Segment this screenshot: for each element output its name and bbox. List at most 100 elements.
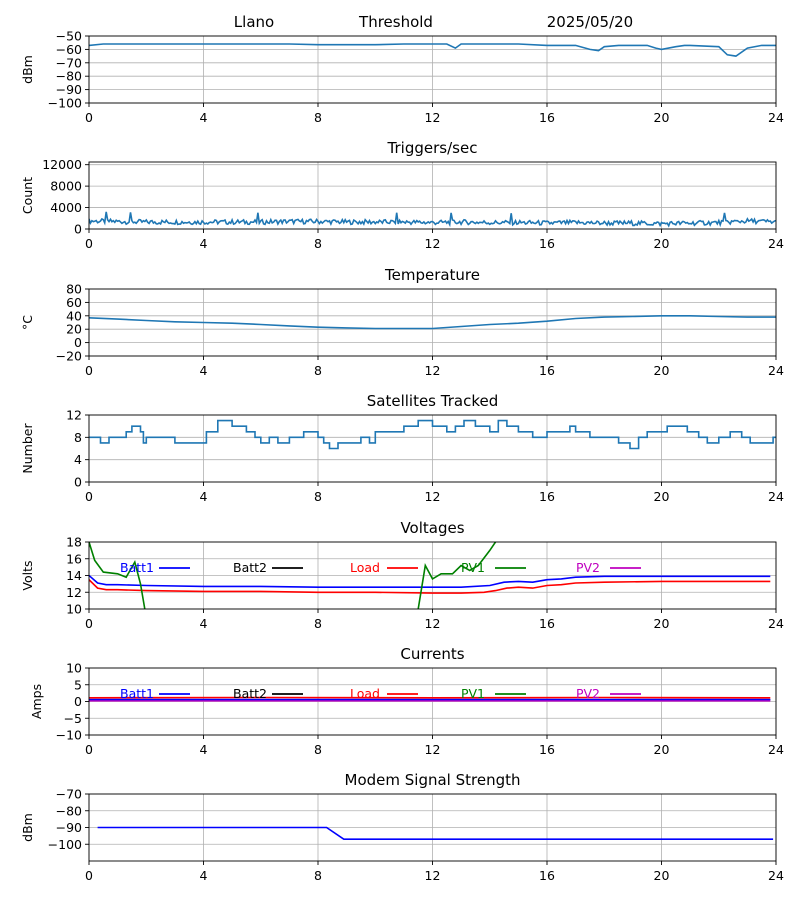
x-tick-label: 24 [768,363,784,378]
x-tick-label: 16 [539,363,555,378]
y-tick-label: −100 [48,837,82,852]
legend-label: Load [350,560,380,575]
y-tick-label: 12 [66,585,82,600]
legend-label: Batt1 [120,686,154,701]
y-tick-label: 12000 [42,157,82,172]
x-tick-label: 4 [200,236,208,251]
x-tick-label: 16 [539,236,555,251]
chart-title: Satellites Tracked [367,392,498,410]
x-tick-label: 4 [200,363,208,378]
series-line-1 [98,828,774,840]
x-tick-label: 0 [85,616,93,631]
x-tick-label: 8 [314,110,322,125]
x-tick-label: 24 [768,742,784,757]
y-tick-label: 5 [74,677,82,692]
y-tick-label: 18 [66,535,82,550]
y-tick-label: 14 [66,568,82,583]
x-tick-label: 0 [85,363,93,378]
x-tick-label: 8 [314,616,322,631]
legend-item-load: Load [350,560,418,575]
chart-title: Temperature [384,266,480,284]
x-tick-label: 8 [314,236,322,251]
y-tick-label: 8000 [50,179,82,194]
y-axis-label: Amps [29,684,44,719]
x-tick-label: 24 [768,868,784,883]
legend-label: Load [350,686,380,701]
x-tick-label: 12 [425,489,441,504]
x-tick-label: 12 [425,742,441,757]
y-tick-label: 16 [66,551,82,566]
legend-label: PV1 [461,686,485,701]
x-tick-label: 16 [539,489,555,504]
y-tick-label: −100 [48,96,82,111]
y-axis-label: °C [20,315,35,330]
x-tick-label: 0 [85,489,93,504]
x-tick-label: 4 [200,868,208,883]
chart-title: Modem Signal Strength [345,771,521,789]
x-tick-label: 12 [425,236,441,251]
x-tick-label: 20 [654,489,670,504]
legend-label: Batt2 [233,686,267,701]
y-tick-label: −20 [56,349,82,364]
legend-item-pv1: PV1 [461,560,526,575]
x-tick-label: 12 [425,868,441,883]
x-tick-label: 8 [314,363,322,378]
x-tick-label: 0 [85,742,93,757]
chart-title-part: 2025/05/20 [547,13,633,31]
x-tick-label: 24 [768,489,784,504]
y-axis-label: Volts [20,560,35,590]
x-tick-label: 16 [539,742,555,757]
x-tick-label: 16 [539,868,555,883]
x-tick-label: 4 [200,110,208,125]
chart-title: Voltages [400,519,464,537]
legend-label: PV2 [576,686,600,701]
y-tick-label: 10 [66,661,82,676]
y-tick-label: −10 [56,728,82,743]
x-tick-label: 4 [200,742,208,757]
x-tick-label: 20 [654,236,670,251]
x-tick-label: 20 [654,616,670,631]
y-tick-label: 12 [66,408,82,423]
chart-title-part: Llano [234,13,274,31]
legend-label: Batt2 [233,560,267,575]
x-tick-label: 12 [425,616,441,631]
y-tick-label: −90 [56,820,82,835]
legend-item-batt2: Batt2 [233,560,303,575]
x-tick-label: 24 [768,110,784,125]
y-axis-label: dBm [20,813,35,842]
y-tick-label: 4 [74,452,82,467]
y-tick-label: −5 [64,711,82,726]
x-tick-label: 20 [654,742,670,757]
x-tick-label: 16 [539,616,555,631]
y-tick-label: −80 [56,803,82,818]
x-tick-label: 4 [200,616,208,631]
y-axis-label: Number [20,423,35,474]
x-tick-label: 20 [654,868,670,883]
y-tick-label: 0 [74,475,82,490]
y-tick-label: 10 [66,602,82,617]
y-axis-label: dBm [20,55,35,84]
x-tick-label: 12 [425,363,441,378]
x-tick-label: 8 [314,489,322,504]
x-tick-label: 0 [85,236,93,251]
x-tick-label: 24 [768,236,784,251]
x-tick-label: 24 [768,616,784,631]
x-tick-label: 20 [654,363,670,378]
x-tick-label: 12 [425,110,441,125]
x-tick-label: 8 [314,868,322,883]
x-tick-label: 0 [85,110,93,125]
chart-title: Triggers/sec [387,139,478,157]
legend-item-batt1: Batt1 [120,560,190,575]
legend-label: PV2 [576,560,600,575]
y-tick-label: 0 [74,222,82,237]
x-tick-label: 8 [314,742,322,757]
y-tick-label: −70 [56,787,82,802]
y-axis-label: Count [20,177,35,214]
